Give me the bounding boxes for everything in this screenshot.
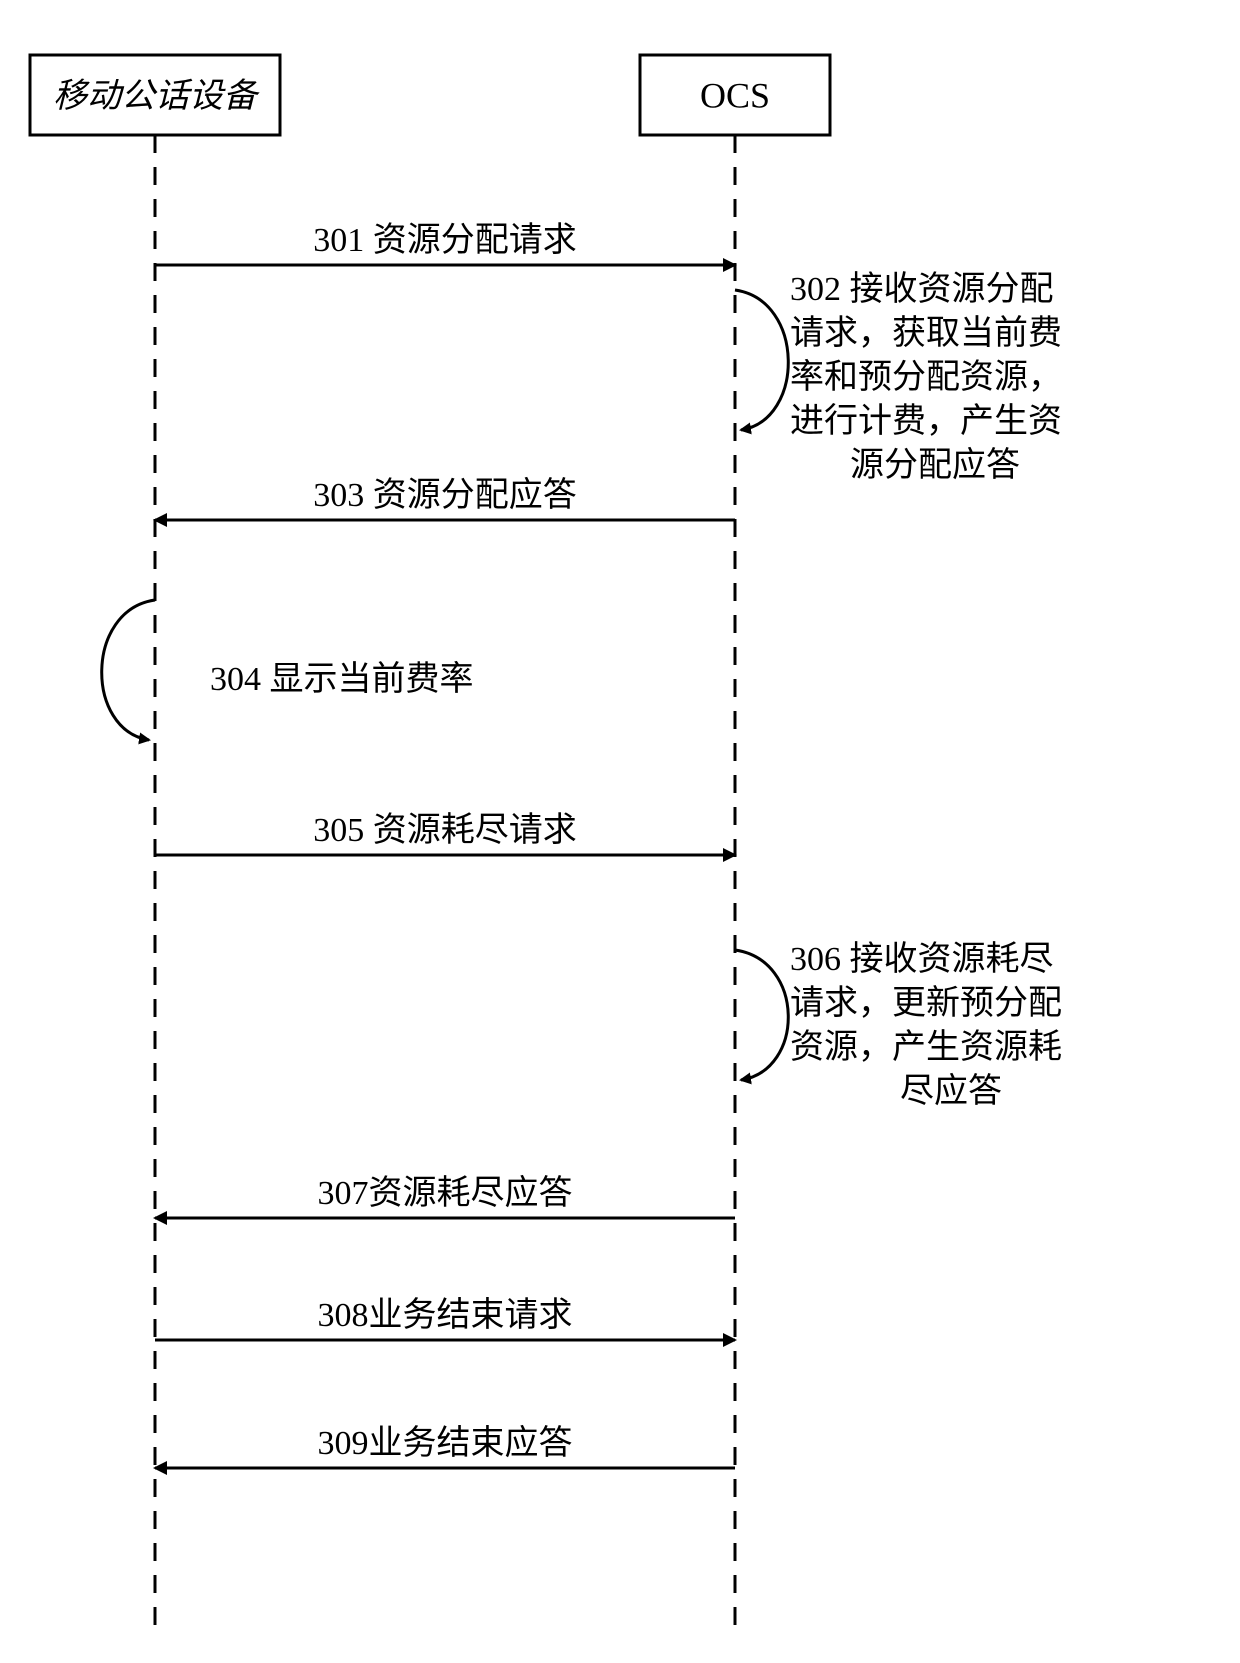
message-m301: 301 资源分配请求	[155, 222, 735, 265]
self-note-n304: 304 显示当前费率	[102, 600, 474, 740]
self-note-n302-line-4: 源分配应答	[850, 446, 1020, 484]
self-note-n302: 302 接收资源分配请求，获取当前费率和预分配资源， 进行计费，产生资源分配应答	[735, 270, 1062, 484]
message-m305: 305 资源耗尽请求	[155, 812, 735, 855]
message-m305-label: 305 资源耗尽请求	[313, 812, 577, 849]
message-m308: 308业务结束请求	[155, 1296, 735, 1340]
message-m308-label: 308业务结束请求	[318, 1296, 573, 1334]
self-note-n302-line-1: 请求，获取当前费	[790, 314, 1062, 352]
message-m303-label: 303 资源分配应答	[313, 476, 577, 514]
sequence-diagram: 移动公话设备 OCS 301 资源分配请求 303 资源分配应答 305 资源耗尽请求 3…	[0, 0, 1240, 1663]
actor-left-label: 移动公话设备	[53, 78, 260, 115]
actor-right-label: OCS	[700, 76, 770, 116]
self-note-n302-line-3: 进行计费，产生资	[790, 402, 1062, 440]
self-note-n306-line-1: 请求，更新预分配	[790, 984, 1062, 1022]
self-note-n306: 306 接收资源耗尽请求，更新预分配资源，产生资源耗尽应答	[735, 940, 1062, 1110]
self-note-n302-line-0: 302 接收资源分配	[790, 270, 1054, 308]
message-m307: 307资源耗尽应答	[155, 1174, 735, 1218]
self-note-n302-line-2: 率和预分配资源，	[790, 358, 1062, 396]
message-m309-label: 309业务结束应答	[318, 1424, 573, 1462]
self-note-n306-line-3: 尽应答	[900, 1072, 1002, 1110]
self-note-n306-line-2: 资源，产生资源耗	[790, 1028, 1062, 1066]
self-note-n304-line-0: 304 显示当前费率	[210, 660, 474, 698]
message-m307-label: 307资源耗尽应答	[318, 1174, 573, 1212]
actor-left: 移动公话设备	[30, 55, 280, 1630]
message-m303: 303 资源分配应答	[155, 476, 735, 520]
self-note-n306-line-0: 306 接收资源耗尽	[790, 940, 1054, 978]
message-m301-label: 301 资源分配请求	[313, 222, 577, 259]
message-m309: 309业务结束应答	[155, 1424, 735, 1468]
